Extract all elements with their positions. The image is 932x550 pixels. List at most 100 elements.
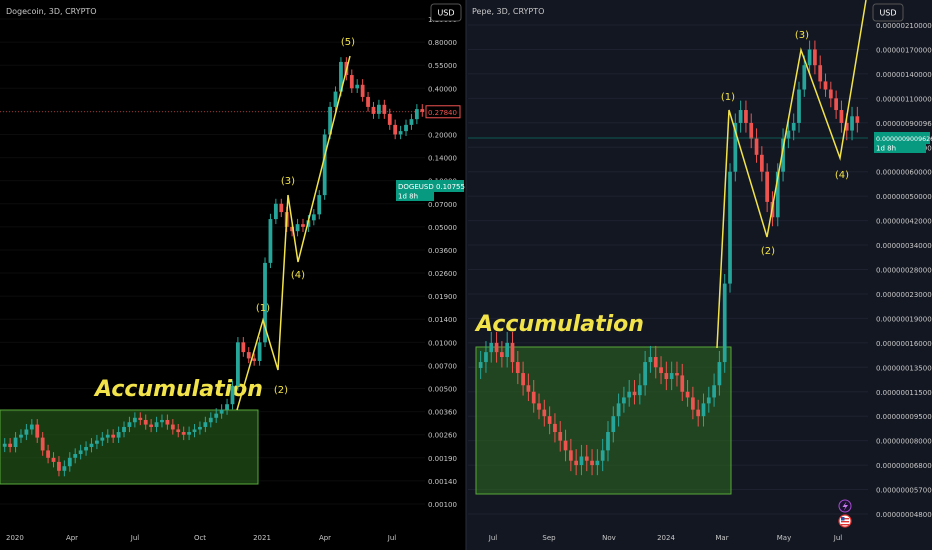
y-tick-label: 0.0000002300000 [876, 291, 932, 299]
candle-body [116, 432, 121, 438]
candle-body [728, 171, 732, 284]
candle-body [73, 454, 78, 458]
wave-label: (4) [291, 270, 305, 281]
x-tick-label: Mar [715, 534, 728, 542]
candle-body [759, 154, 764, 172]
candle-body [489, 342, 494, 353]
wave-line [236, 55, 351, 411]
left-currency-button[interactable]: USD [430, 3, 462, 22]
candle-body [839, 110, 844, 123]
y-tick-label: 0.0000001600000 [876, 340, 932, 348]
y-tick-label: 0.0000014000000 [876, 71, 932, 79]
x-tick-label: Jul [488, 534, 498, 542]
price-label-box [425, 105, 461, 119]
candle-body [484, 352, 488, 363]
y-tick-label: 0.40000 [428, 85, 457, 93]
candle-body [653, 357, 658, 368]
candle-body [584, 456, 589, 461]
y-tick-label: 0.00140 [428, 478, 457, 486]
candle-body [542, 409, 547, 417]
candle-body [143, 419, 148, 425]
candle-body [659, 367, 663, 374]
y-tick-label: 0.0000017000000 [876, 46, 932, 54]
candle-body [67, 457, 72, 467]
candle-body [154, 422, 159, 427]
candle-body [738, 110, 743, 123]
price-label-text: 0.27840 [428, 109, 457, 117]
candle-body [409, 119, 414, 125]
y-tick-label: 0.00100 [428, 501, 457, 509]
y-tick-label: 0.0000004200000 [876, 218, 932, 226]
candle-body [236, 342, 240, 386]
candle-body [46, 450, 50, 458]
candle-body [192, 429, 197, 433]
candle-body [19, 434, 23, 438]
x-tick-label: 2020 [6, 534, 24, 542]
candle-body [13, 437, 18, 448]
y-tick-label: 0.0000000570000 [876, 487, 932, 495]
candle-body [494, 342, 499, 353]
left-currency-label[interactable]: USD [437, 9, 454, 18]
y-tick-label: 0.0000000950000 [876, 413, 932, 421]
candle-body [377, 104, 381, 114]
countdown-box [874, 142, 926, 153]
candle-body [680, 375, 685, 392]
candle-body [95, 440, 99, 444]
candle-body [786, 130, 791, 139]
candle-body [526, 385, 531, 392]
candle-body [170, 424, 175, 430]
left-chart-panel: 1.100000.800000.550000.400000.280000.200… [0, 16, 465, 542]
candle-body [105, 434, 110, 438]
candle-body [311, 214, 316, 221]
wave-line [716, 0, 867, 349]
candle-body [328, 106, 332, 135]
price-label-text: 0.0000009009626 [876, 136, 932, 143]
candle-body [149, 424, 154, 427]
candle-body [349, 75, 354, 89]
flag-icon[interactable] [838, 514, 852, 528]
candle-body [122, 426, 126, 433]
x-tick-label: 2021 [253, 534, 271, 542]
candle-body [558, 432, 563, 441]
candle-body [420, 109, 425, 112]
countdown-box [396, 190, 434, 201]
right-currency-label[interactable]: USD [879, 9, 896, 18]
left-currency-button-bg[interactable] [430, 3, 462, 22]
right-currency-button[interactable]: USD [872, 3, 904, 22]
candle-body [219, 409, 224, 414]
right-currency-button-bg[interactable] [872, 3, 904, 22]
x-tick-label: Nov [602, 534, 616, 542]
countdown-text: 1d 8h [398, 193, 418, 201]
candle-body [241, 342, 246, 353]
candle-body [333, 91, 338, 107]
x-tick-label: 2024 [657, 534, 675, 542]
candle-body [181, 432, 186, 435]
candle-body [627, 391, 632, 398]
candle-body [622, 397, 626, 404]
candle-body [317, 195, 322, 215]
y-tick-label: 0.0000006000000 [876, 169, 932, 177]
candle-body [834, 98, 838, 111]
price-label-box [434, 180, 464, 192]
candle-body [100, 437, 105, 441]
candle-body [214, 413, 219, 418]
y-tick-label: 0.0000000800000 [876, 438, 932, 446]
y-tick-label: 0.20000 [428, 131, 457, 139]
x-tick-label: Jul [387, 534, 397, 542]
price-label-box [874, 132, 930, 144]
candle-body [691, 397, 695, 410]
candle-body [355, 84, 360, 89]
candle-body [722, 283, 727, 363]
candle-body [138, 417, 143, 420]
candle-body [187, 432, 191, 435]
accumulation-label: Accumulation [93, 377, 263, 402]
candle-body [754, 138, 759, 155]
candle-body [563, 440, 568, 451]
lightning-icon[interactable] [838, 499, 852, 513]
candle-body [8, 443, 13, 448]
candle-body [360, 84, 365, 97]
y-tick-label: 0.0000003400000 [876, 242, 932, 250]
candle-body [600, 450, 605, 461]
candle-body [574, 460, 579, 466]
x-tick-label: Apr [66, 534, 78, 542]
